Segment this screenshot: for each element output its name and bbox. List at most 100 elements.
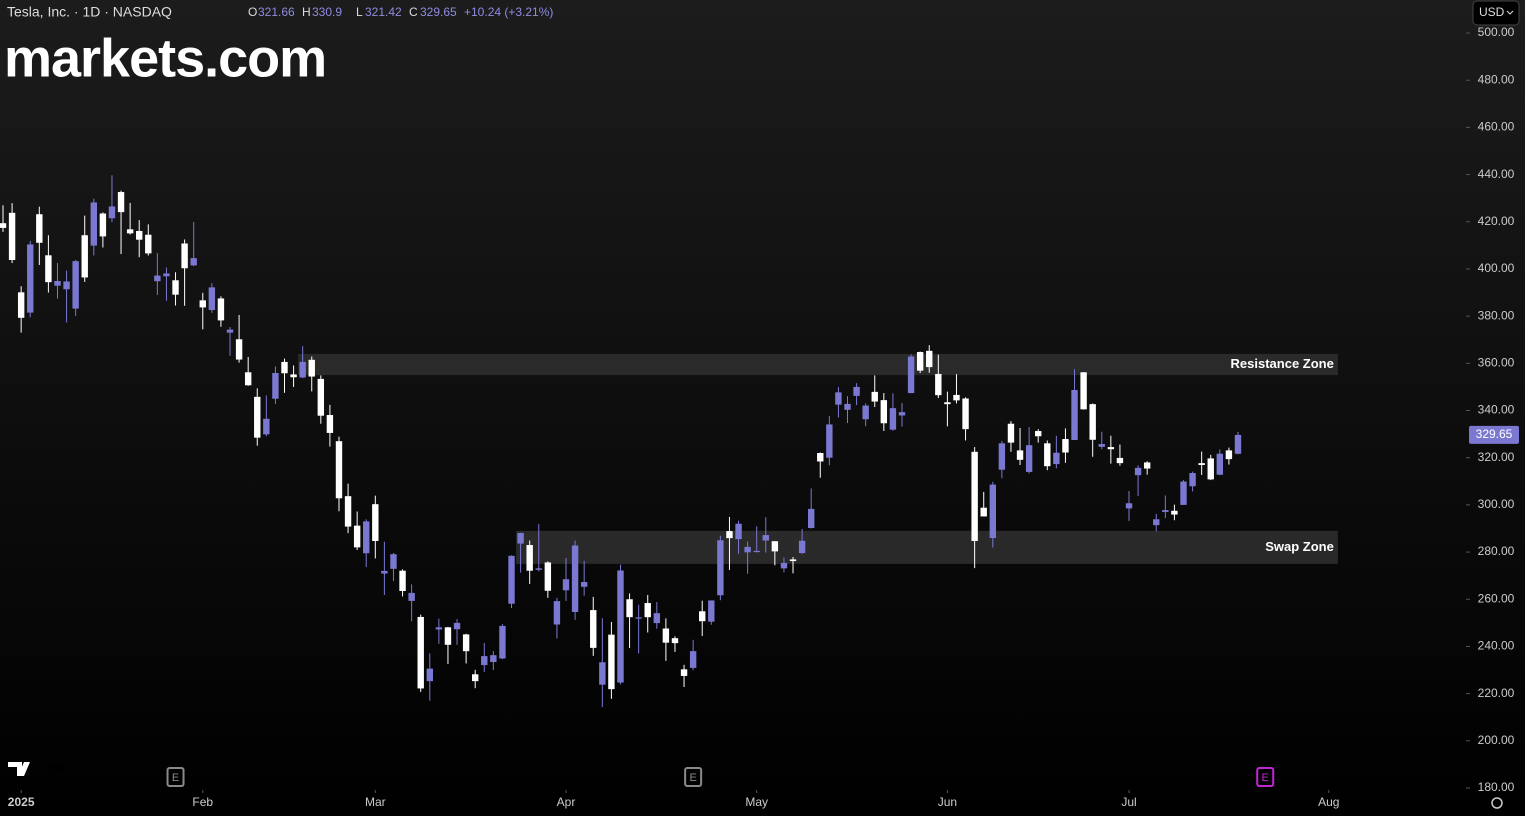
candle-body (281, 361, 288, 374)
candle-body (444, 627, 452, 645)
candle-body (1016, 450, 1024, 460)
candle-body (263, 418, 270, 435)
candle-body (844, 403, 851, 410)
candle-body (90, 202, 98, 246)
candle-body (608, 634, 615, 690)
candle-body (780, 562, 788, 569)
candle-body (1198, 463, 1205, 466)
candle-body (826, 424, 833, 458)
candle-body (1035, 431, 1042, 437)
candle-body (571, 545, 579, 612)
candle-body (190, 258, 197, 266)
candle-body (590, 610, 597, 648)
last-price-box (1469, 425, 1519, 444)
earnings-label: E (1262, 772, 1269, 784)
zone-label: Resistance Zone (1231, 356, 1334, 371)
candle-body (117, 192, 125, 213)
candle-body (1116, 457, 1124, 464)
candle-body (735, 523, 742, 540)
y-tick-label: 240.00 (1478, 639, 1515, 653)
earnings-label: E (689, 772, 696, 784)
candle-body (889, 408, 897, 430)
symbol: Tesla, Inc. · 1D · NASDAQ (7, 4, 172, 20)
low-value: 321.42 (365, 5, 402, 19)
logo: markets.com (4, 28, 326, 88)
x-tick-label: May (745, 795, 768, 809)
candle-body (916, 352, 924, 371)
y-tick-label: 480.00 (1478, 72, 1515, 86)
candle-body (1071, 389, 1078, 441)
candle-body (871, 391, 878, 402)
candle-body (471, 674, 479, 682)
x-tick-label: 2025 (8, 795, 35, 809)
candle-body (72, 261, 79, 309)
candle-body (653, 613, 661, 624)
earnings-marker (684, 767, 703, 787)
zone-label: Swap Zone (1265, 539, 1334, 554)
candle-body (644, 603, 651, 618)
y-tick-label: 300.00 (1478, 497, 1515, 511)
currency: USD (1479, 5, 1505, 19)
candle-body (1143, 462, 1151, 469)
candle-body (145, 234, 152, 254)
candle-body (835, 392, 842, 405)
candle-body (998, 443, 1006, 470)
currency-select[interactable] (1472, 0, 1520, 26)
candle-body (481, 656, 488, 666)
y-tick-label: 460.00 (1478, 120, 1515, 134)
candle-body (344, 496, 352, 527)
candle-body (907, 356, 915, 394)
candle-body (1189, 473, 1196, 487)
candle-body (662, 628, 670, 643)
earnings-marker (166, 767, 185, 787)
y-tick-label: 180.00 (1478, 780, 1515, 794)
candle-body (862, 405, 869, 420)
high-label: H (302, 5, 311, 19)
x-tick-label: Feb (192, 795, 213, 809)
candle-body (36, 214, 43, 243)
candle-body (99, 213, 107, 237)
candle-body (1007, 423, 1015, 443)
candle-body (1225, 450, 1233, 460)
candle-body (435, 627, 443, 630)
candle-body (508, 555, 515, 604)
candle-body (490, 655, 497, 663)
candle-body (317, 378, 325, 416)
x-tick-label: Apr (557, 795, 576, 809)
settings-icon[interactable] (1491, 797, 1503, 809)
open-label: O (248, 5, 257, 19)
candle-body (399, 570, 406, 591)
candle-body (544, 562, 552, 591)
candle-body (8, 212, 16, 260)
candle-body (272, 373, 279, 399)
candle-body (1025, 445, 1033, 472)
plot: 180.00 200.00 220.00 240.00 260.00 280.00 300.… (0, 25, 1519, 809)
candle-body (971, 451, 978, 541)
candle-body (580, 582, 588, 587)
candle-body (217, 298, 225, 321)
candle-body (1098, 444, 1105, 447)
candle-body (1089, 404, 1096, 440)
candle-body (635, 617, 642, 619)
candle-body (308, 359, 315, 377)
candle-body (980, 507, 987, 517)
candle-body (254, 396, 261, 438)
candle-body (54, 280, 61, 286)
candle-body (1216, 453, 1224, 475)
candle-body (1080, 372, 1087, 410)
candle-body (154, 275, 161, 282)
y-tick-label: 320.00 (1478, 450, 1515, 464)
low-label: L (356, 5, 363, 19)
candle-body (453, 622, 461, 630)
candle-body (136, 230, 143, 240)
candle-body (0, 223, 7, 228)
candle-body (81, 235, 88, 278)
y-tick-label: 500.00 (1478, 25, 1515, 39)
candle-body (163, 273, 170, 277)
candle-body (244, 372, 252, 386)
x-tick-label: Aug (1318, 795, 1339, 809)
candle-body (771, 541, 779, 552)
candle-body (172, 280, 179, 295)
dropdown-arrow (1506, 10, 1514, 15)
